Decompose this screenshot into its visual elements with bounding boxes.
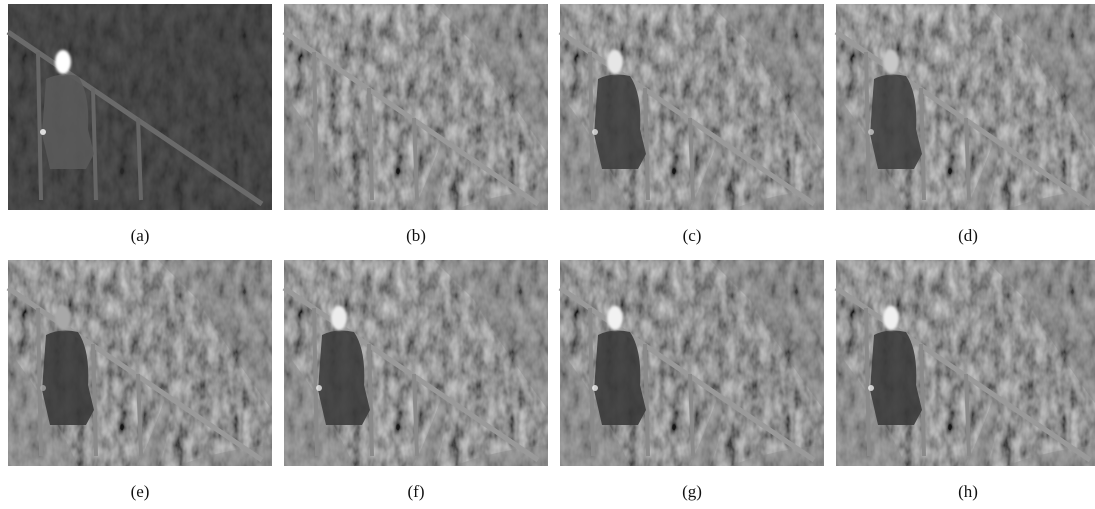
panel-caption: (h) — [958, 482, 978, 501]
person-hand — [592, 129, 598, 135]
image-panel — [560, 260, 824, 466]
person-hand — [40, 385, 46, 391]
figure: (a) (b) (c) (d) (e) (f) (g) (h) — [0, 0, 1095, 504]
panel-caption: (b) — [406, 226, 426, 245]
person-head — [607, 50, 623, 74]
image-panel — [8, 260, 272, 466]
person-hand — [592, 385, 598, 391]
image-panel — [284, 260, 548, 466]
image-panel — [560, 4, 824, 210]
person-head — [331, 306, 347, 330]
panel-caption: (a) — [131, 226, 150, 245]
person-head — [883, 306, 899, 330]
person-head — [883, 50, 899, 74]
person-head — [607, 306, 623, 330]
person-head — [55, 306, 71, 330]
person-hand — [40, 129, 46, 135]
panel-caption: (c) — [683, 226, 702, 245]
image-panel — [836, 4, 1095, 210]
panel-caption: (d) — [958, 226, 978, 245]
person-head — [55, 50, 71, 74]
image-panel — [284, 4, 548, 210]
person-hand — [868, 385, 874, 391]
panel-caption: (e) — [131, 482, 150, 501]
panel-caption: (g) — [682, 482, 702, 501]
image-panel — [8, 4, 272, 210]
person-hand — [868, 129, 874, 135]
image-panel — [836, 260, 1095, 466]
page: (a)(b)(c)(d)(e)(f)(g)(h) (() => { const … — [0, 0, 1095, 504]
panel-caption: (f) — [408, 482, 425, 501]
person-hand — [316, 385, 322, 391]
